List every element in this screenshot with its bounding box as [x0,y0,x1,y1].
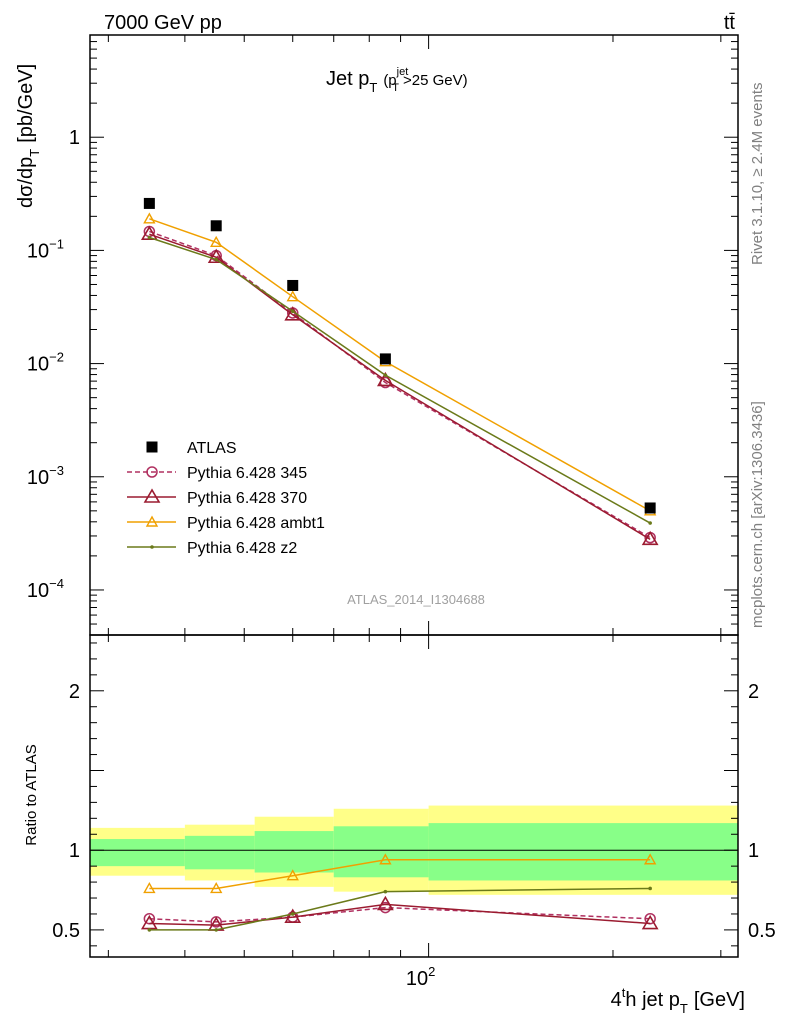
legend-swatch-marker [146,441,158,453]
main-series-atlas-point [143,197,155,209]
main-ylabel: dσ/dpT[pb/GeV] [15,64,42,208]
main-y-tick-label: 10−1 [27,236,64,262]
main-series-pythia-6-428-370-line [149,233,651,540]
rivet-label: Rivet 3.1.10, ≥ 2.4M events [749,83,766,266]
ratio-series-pythia-6-428-370-point [376,895,394,911]
ratio-y-tick-label-right: 2 [748,681,759,703]
main-series-pythia-6-428-370-point [641,530,659,546]
legend: ATLAS Pythia 6.428 345 Pythia 6.428 370 Pyt… [127,440,325,557]
main-series-pythia-6-428-ambt1-line [149,218,651,512]
main-series-atlas-point [287,279,299,291]
header-left: 7000 GeV pp [104,12,222,34]
legend-item-pythia-6-428-370: Pythia 6.428 370 [127,488,307,507]
legend-item-pythia-6-428-ambt1: Pythia 6.428 ambt1 [127,515,325,532]
main-series-pythia-6-428-370-point [376,371,394,387]
main-series-pythia-6-428-z2-point [648,521,652,525]
ratio-series-pythia-6-428-z2-point [214,928,219,932]
legend-item-pythia-6-428-z2: Pythia 6.428 z2 [127,540,297,557]
ratio-series-pythia-6-428-z2-point [383,889,388,894]
ratio-y-tick-label-right: 0.5 [748,920,776,942]
ratio-series-pythia-6-428-ambt1-point [143,882,156,894]
main-series-pythia-6-428-z2-point [147,235,152,240]
ratio-series-pythia-6-428-ambt1-point [210,882,223,894]
ratio-series-pythia-6-428-z2-point [648,886,652,891]
ratio-series-pythia-6-428-ambt1-point [643,853,657,865]
legend-label: Pythia 6.428 370 [187,490,307,507]
main-y-tick-label: 1 [69,127,80,149]
ratio-y-tick-label: 1 [69,840,80,862]
ratio-band-inner [254,831,334,873]
ratio-series-pythia-6-428-345-line [149,906,651,923]
main-series-atlas-point [644,502,656,514]
legend-item-atlas: ATLAS [146,440,237,457]
main-series-pythia-6-428-ambt1-point [286,290,299,302]
legend-item-pythia-6-428-345: Pythia 6.428 345 [127,465,307,482]
main-series-atlas-point [379,353,391,365]
ratio-frame [89,634,739,958]
main-series-pythia-6-428-z2-point [214,257,219,262]
main-series-pythia-6-428-370-point [207,248,225,264]
ratio-band-inner [333,826,429,878]
ratio-band-inner [90,839,185,867]
legend-label: Pythia 6.428 ambt1 [187,515,325,532]
ratio-series-pythia-6-428-370-point [641,914,659,930]
ratio-series-pythia-6-428-z2-point [147,928,152,932]
legend-label: ATLAS [187,440,237,457]
main-series-atlas-point [210,220,222,232]
main-series-pythia-6-428-z2-point [290,309,295,314]
ratio-series-pythia-6-428-370-line [149,903,651,926]
ratio-series-pythia-6-428-ambt1-point [286,869,299,881]
ratio-y-tick-label: 2 [69,681,80,703]
ratio-series-pythia-6-428-z2-point [290,912,295,916]
main-series-pythia-6-428-z2-point [383,373,388,377]
ratio-series-pythia-6-428-ambt1-line [149,859,651,890]
ratio-band-inner [428,823,738,881]
main-panel: 1 10−1 10−2 10−3 10−4 [27,34,739,957]
ratio-panel: 102 0.5 0.5 1 1 2 2 [52,634,776,990]
ratio-series-pythia-6-428-370-point [284,908,302,923]
ratio-ylabel: Ratio to ATLAS [23,744,40,845]
legend-swatch-marker [146,466,158,478]
ratio-series-pythia-6-428-345-point [379,901,392,914]
ratio-y-tick-label: 0.5 [52,920,80,942]
main-y-tick-label: 10−2 [27,350,64,376]
legend-swatch-marker [145,515,159,527]
header-right: tt̄ [724,12,736,34]
ratio-series-pythia-6-428-345-point [644,912,656,925]
xlabel: 4th jet pT [GeV] [611,985,745,1016]
ratio-series-pythia-6-428-ambt1-point [379,853,392,865]
legend-label: Pythia 6.428 z2 [187,540,297,557]
main-title: Jet pT (pjet T >25 GeV) [326,66,468,95]
main-series-pythia-6-428-ambt1-point [143,212,156,224]
legend-swatch-marker [143,488,161,503]
main-series-pythia-6-428-ambt1-point [210,235,223,247]
watermark: ATLAS_2014_I1304688 [347,592,485,607]
ratio-band-inner [184,835,255,870]
x-tick-label: 102 [406,964,435,990]
legend-label: Pythia 6.428 345 [187,465,307,482]
ratio-y-tick-label-right: 1 [748,840,759,862]
main-y-tick-label: 10−3 [27,463,64,489]
mcplots-label: mcplots.cern.ch [arXiv:1306.3436] [749,401,766,628]
legend-swatch-marker [150,545,154,549]
main-y-tick-label: 10−4 [27,576,64,602]
